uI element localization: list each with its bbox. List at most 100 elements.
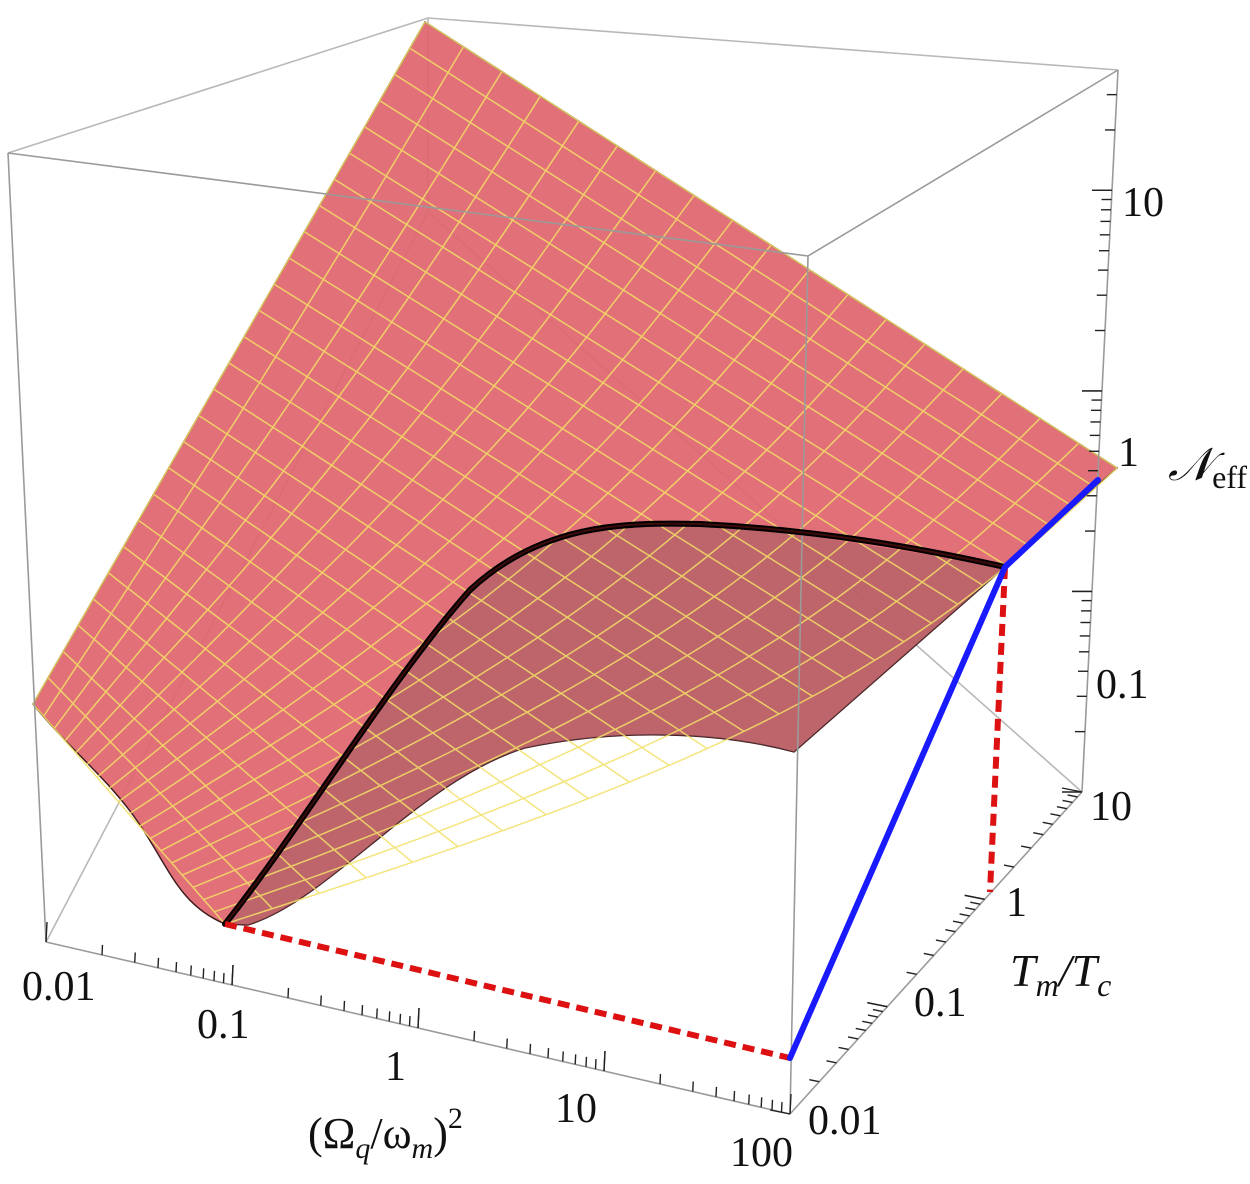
- y-axis-tick: [906, 971, 917, 976]
- projection-line: [787, 477, 1101, 1061]
- y-axis-tick: [1042, 821, 1053, 825]
- y-axis-tick: [945, 928, 956, 933]
- y-axis-tick: [1067, 794, 1078, 798]
- mesh-line: [243, 336, 813, 697]
- x-axis-tick: [408, 1015, 411, 1027]
- mesh-line: [213, 388, 745, 733]
- y-axis-tick: [1020, 845, 1032, 849]
- y-axis-label: Tm/Tc: [1010, 945, 1111, 1003]
- z-tick-label: 0.1: [1096, 662, 1149, 708]
- x-axis-tick: [175, 962, 178, 973]
- mesh-line: [47, 677, 273, 910]
- y-axis-tick: [952, 920, 964, 924]
- x-axis-tick: [388, 1011, 391, 1022]
- x-tick-label: 0.01: [22, 964, 96, 1010]
- x-axis-tick: [473, 1030, 476, 1041]
- x-axis-tick: [361, 1005, 364, 1016]
- y-axis: 0.01 0.1 1 10 Tm/Tc: [808, 784, 1132, 1144]
- x-axis-tick: [748, 1094, 750, 1105]
- x-axis-label: (Ωq/ωm)2: [308, 1102, 463, 1165]
- mesh-line: [364, 126, 1031, 548]
- mesh-line: [183, 441, 670, 767]
- mesh-line: [32, 703, 226, 925]
- mesh-line: [379, 100, 1053, 528]
- mesh-line: [198, 414, 708, 750]
- x-axis-tick: [574, 1054, 577, 1065]
- x-axis-tick: [399, 1013, 402, 1024]
- mesh-line: [273, 283, 876, 661]
- dashed-projection-x: [224, 921, 791, 1061]
- x-axis-tick: [157, 957, 160, 968]
- y-axis-tick: [809, 1079, 820, 1083]
- mesh-line: [409, 47, 1097, 489]
- highlight-curve-shadow: [224, 522, 1006, 925]
- z-axis: 0.1 1 10 𝒩eff: [1096, 180, 1247, 708]
- mesh-line: [424, 21, 1118, 469]
- x-axis-tick: [320, 995, 322, 1006]
- y-axis-tick: [862, 1020, 873, 1024]
- y-axis-tick: [1056, 805, 1068, 810]
- mesh-line: [138, 519, 547, 816]
- x-tick-label: 1: [385, 1044, 406, 1090]
- y-axis-tick: [964, 894, 985, 901]
- y-axis-tick: [965, 907, 976, 911]
- mesh-line: [334, 178, 984, 586]
- y-axis-tick: [1033, 832, 1044, 836]
- y-axis-tick: [769, 1109, 791, 1115]
- x-axis: 0.01 0.1 1 10 100 (Ωq/ωm)2: [22, 964, 793, 1176]
- mesh-line: [394, 73, 1075, 509]
- mesh-line: [349, 152, 1008, 567]
- x-axis-tick: [562, 1051, 564, 1062]
- y-tick-label: 10: [1090, 784, 1132, 830]
- y-axis-tick: [838, 1046, 849, 1051]
- z-tick-label: 10: [1122, 180, 1164, 226]
- x-axis-tick: [585, 1056, 588, 1067]
- y-axis-tick: [959, 913, 970, 917]
- y-axis-tick: [867, 1001, 888, 1008]
- y-axis-tick: [826, 1060, 837, 1064]
- y-tick-label: 0.1: [914, 980, 967, 1026]
- mesh-line: [304, 231, 932, 624]
- y-axis-tick: [847, 1036, 859, 1040]
- y-axis-tick: [872, 1008, 884, 1013]
- x-axis-tick: [659, 1073, 662, 1084]
- mesh-line: [107, 572, 459, 848]
- mesh-line: [123, 546, 503, 832]
- x-axis-tick: [202, 968, 205, 979]
- x-axis-tick: [287, 987, 290, 998]
- z-tick-label: 1: [1118, 430, 1139, 476]
- y-axis-tick: [935, 939, 947, 943]
- mesh-line: [258, 309, 845, 680]
- x-axis-tick: [231, 964, 234, 986]
- overlays: [222, 477, 1101, 1061]
- y-axis-tick: [867, 1014, 879, 1018]
- z-axis-label: 𝒩eff: [1168, 439, 1247, 495]
- x-axis-tick: [376, 1008, 378, 1019]
- dashed-projection-z: [987, 566, 1008, 893]
- surface-valley-shade: [225, 524, 1005, 925]
- y-axis-tick: [1050, 813, 1061, 817]
- x-axis-tick: [190, 965, 192, 976]
- mesh-line: [168, 467, 630, 783]
- x-tick-label: 0.1: [197, 1002, 250, 1048]
- y-axis-tick: [970, 901, 981, 905]
- x-axis-tick: [780, 1101, 783, 1113]
- x-axis-tick: [506, 1038, 508, 1049]
- x-axis-tick: [603, 1050, 606, 1072]
- x-axis-tick: [547, 1048, 550, 1059]
- x-axis-tick: [771, 1099, 774, 1110]
- axis-ticks: [45, 93, 1117, 1115]
- x-axis-tick: [417, 1007, 420, 1029]
- x-axis-tick: [529, 1043, 532, 1054]
- x-axis-tick: [692, 1081, 694, 1092]
- mesh-line: [228, 362, 780, 715]
- x-axis-tick: [733, 1091, 736, 1102]
- x-axis-tick: [45, 921, 48, 943]
- surface-layer: [32, 21, 1119, 926]
- x-axis-tick: [789, 1093, 792, 1115]
- x-axis-tick: [715, 1086, 718, 1097]
- y-axis-tick: [923, 952, 934, 957]
- x-axis-tick: [101, 944, 104, 955]
- x-axis-tick: [213, 970, 216, 981]
